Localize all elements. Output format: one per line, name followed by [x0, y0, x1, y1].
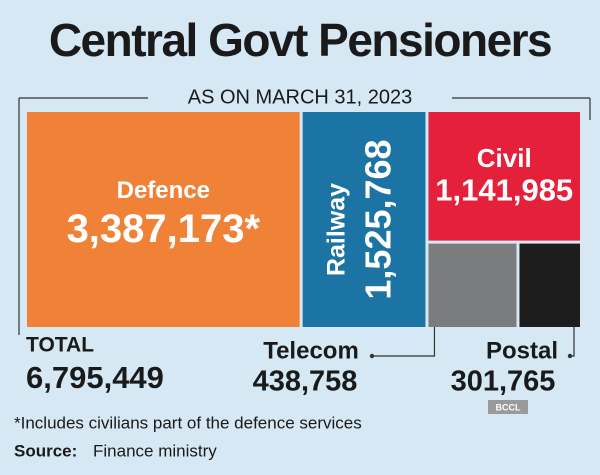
bracket [18, 97, 591, 335]
connector [372, 327, 436, 357]
tile [519, 243, 580, 327]
credit-badge [488, 400, 528, 414]
category-label: Telecom [263, 337, 359, 364]
footnote: *Includes civilians part of the defence … [14, 413, 362, 432]
subtitle: AS ON MARCH 31, 2023 [188, 86, 413, 108]
category-label: Defence [117, 177, 210, 204]
connector-dot [369, 353, 375, 359]
category-label: Civil [477, 143, 532, 173]
value-label: 1,525,768 [358, 139, 399, 299]
source: Finance ministry [93, 441, 217, 460]
value-label: 1,141,985 [435, 172, 573, 207]
category-label: Railway [323, 183, 351, 276]
value-label: 3,387,173* [67, 207, 261, 251]
tile [27, 112, 300, 327]
tile [428, 243, 517, 327]
value-label: 438,758 [253, 366, 358, 398]
value-label: 301,765 [451, 366, 556, 398]
source-label: Source: [14, 441, 77, 460]
credit: BCCL [496, 402, 521, 412]
category-label: Postal [486, 337, 558, 364]
title: Central Govt Pensioners [49, 14, 551, 66]
connector-dot [567, 353, 573, 359]
total-value: 6,795,449 [26, 360, 164, 395]
tile [302, 112, 426, 327]
tile [428, 112, 580, 241]
total-title: TOTAL [26, 334, 94, 357]
